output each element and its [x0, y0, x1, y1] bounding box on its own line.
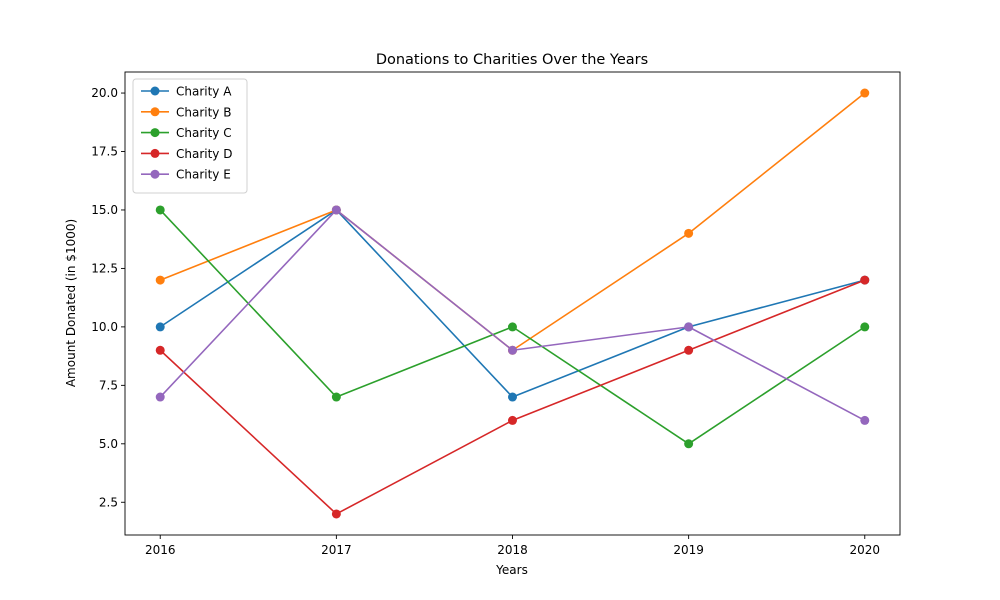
data-point	[155, 205, 165, 215]
series-charity-c	[155, 205, 870, 449]
data-point	[684, 439, 694, 449]
data-point	[508, 392, 517, 402]
data-point	[860, 88, 870, 98]
y-axis-title: Amount Donated (in $1000)	[64, 219, 78, 387]
y-tick-label: 12.5	[91, 261, 118, 275]
series-line	[159, 92, 866, 352]
data-point	[508, 415, 517, 425]
legend-item: Charity B	[141, 105, 231, 119]
legend-item: Charity A	[141, 85, 232, 99]
data-point	[860, 322, 870, 332]
chart-title: Donations to Charities Over the Years	[376, 52, 648, 68]
data-point	[508, 322, 517, 332]
x-tick-label: 2016	[145, 543, 176, 557]
legend-label: Charity E	[176, 168, 231, 182]
y-tick-label: 15.0	[91, 203, 118, 217]
legend-item: Charity C	[141, 126, 232, 140]
data-point	[155, 322, 165, 332]
y-tick-label: 7.5	[99, 378, 118, 392]
data-point	[155, 275, 165, 285]
plot-area: 2016 2017 2018 2019 2020 2.5 5.0 7.5 10.0 12.5 15.…	[91, 71, 901, 557]
series-charity-b	[155, 88, 870, 355]
y-tick-label: 20.0	[91, 86, 118, 100]
data-point	[508, 345, 517, 355]
legend-label: Charity B	[176, 105, 231, 119]
legend-marker	[150, 148, 160, 158]
x-tick-label: 2018	[497, 543, 528, 557]
series-charity-d	[155, 275, 870, 519]
y-tick-label: 2.5	[99, 495, 118, 509]
legend-item: Charity D	[141, 147, 232, 161]
data-point	[155, 345, 165, 355]
legend-marker	[150, 86, 160, 96]
legend-marker	[150, 128, 160, 138]
legend: Charity A Charity B Charity C Charity D Char…	[132, 78, 248, 194]
series-charity-e	[155, 205, 870, 425]
legend-item: Charity E	[141, 168, 231, 182]
legend-marker	[150, 169, 160, 179]
x-tick-label: 2017	[321, 543, 352, 557]
legend-label: Charity D	[176, 147, 232, 161]
data-point	[331, 392, 341, 402]
data-point	[860, 275, 870, 285]
data-point	[331, 509, 341, 519]
x-tick-label: 2019	[673, 543, 704, 557]
x-tick-label: 2020	[849, 543, 880, 557]
series-line	[159, 209, 866, 422]
y-tick-label: 5.0	[99, 437, 118, 451]
series-charity-a	[155, 205, 870, 402]
data-point	[684, 228, 694, 238]
data-point	[331, 205, 341, 215]
data-point	[155, 392, 165, 402]
legend-box	[132, 78, 248, 194]
y-tick-label: 10.0	[91, 320, 118, 334]
legend-marker	[150, 107, 160, 117]
data-point	[860, 415, 870, 425]
y-tick-label: 17.5	[91, 145, 118, 159]
x-axis-title: Years	[495, 563, 528, 577]
data-point	[684, 322, 694, 332]
data-point	[684, 345, 694, 355]
legend-label: Charity A	[176, 85, 232, 99]
legend-label: Charity C	[176, 126, 232, 140]
